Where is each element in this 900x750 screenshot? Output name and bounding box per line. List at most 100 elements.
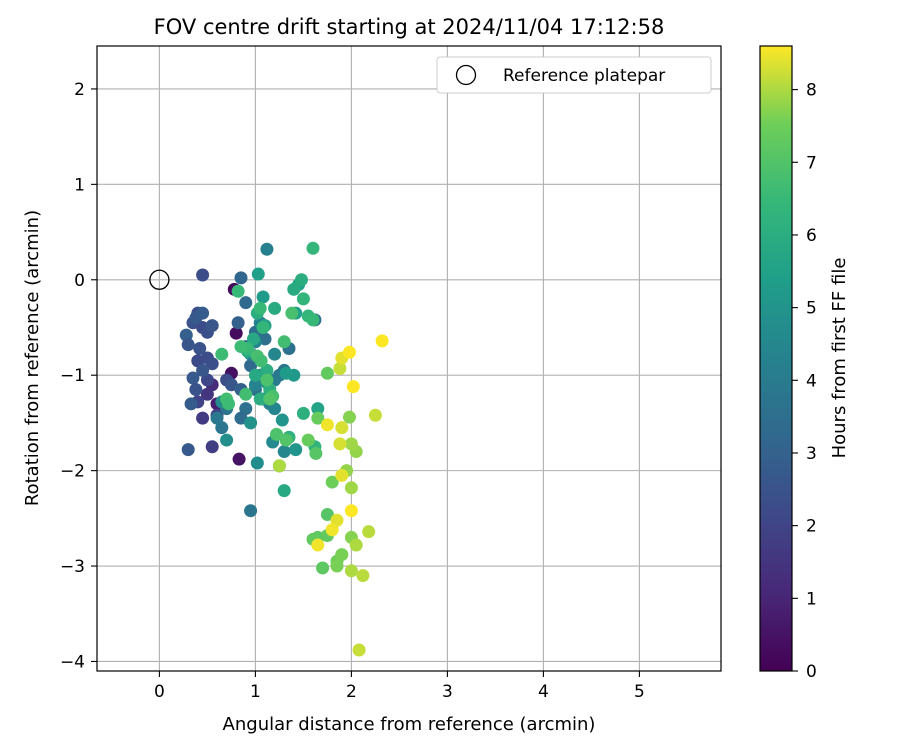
data-point [342, 410, 356, 424]
data-point [368, 408, 382, 422]
data-point [248, 368, 262, 382]
colorbar: 0 1 2 3 4 5 6 7 8 Hours from first FF file [759, 45, 850, 682]
data-point [231, 284, 245, 298]
colorbar-tick-label: 3 [806, 444, 817, 464]
data-point [205, 357, 219, 371]
data-point [196, 363, 210, 377]
data-point [193, 341, 207, 355]
data-point [344, 504, 358, 518]
data-point [320, 366, 334, 380]
y-tick-label: −4 [60, 652, 85, 672]
data-point [181, 338, 195, 352]
data-point [268, 301, 282, 315]
data-point [260, 363, 274, 377]
data-point [196, 306, 210, 320]
data-point [239, 296, 253, 310]
data-point [333, 437, 347, 451]
data-point [330, 559, 344, 573]
data-point [344, 481, 358, 495]
chart-title: FOV centre drift starting at 2024/11/04 … [154, 15, 665, 39]
legend-label: Reference platepar [503, 66, 665, 86]
data-point [234, 411, 248, 425]
colorbar-label: Hours from first FF file [829, 258, 850, 459]
data-point [184, 397, 198, 411]
data-point [253, 392, 267, 406]
x-axis: 0 1 2 3 4 5 [154, 671, 645, 702]
grid [97, 46, 721, 671]
data-point [277, 445, 291, 459]
y-tick-label: −2 [60, 462, 85, 482]
data-point [250, 456, 264, 470]
data-point [248, 378, 262, 392]
data-point [196, 411, 210, 425]
data-point [306, 313, 320, 327]
data-point [272, 459, 286, 473]
y-tick-label: −3 [60, 557, 85, 577]
data-point [335, 468, 349, 482]
colorbar-tick-label: 8 [806, 81, 817, 101]
y-tick-label: −1 [60, 366, 85, 386]
data-point [287, 282, 301, 296]
data-point [309, 446, 323, 460]
legend: Reference platepar [436, 56, 712, 94]
data-point [244, 416, 258, 430]
data-point [239, 387, 253, 401]
data-point [279, 433, 293, 447]
data-point [301, 433, 315, 447]
data-point [181, 443, 195, 457]
data-point [277, 484, 291, 498]
data-point [356, 569, 370, 583]
data-point [296, 406, 310, 420]
y-tick-label: 0 [74, 271, 85, 291]
data-point [275, 413, 289, 427]
data-point [335, 548, 349, 562]
x-tick-label: 1 [250, 682, 261, 702]
data-point [251, 267, 265, 281]
data-point [362, 525, 376, 539]
colorbar-tick-label: 7 [806, 153, 817, 173]
data-point [375, 334, 389, 348]
data-point [196, 268, 210, 282]
data-point [270, 427, 284, 441]
legend-marker-icon [455, 64, 477, 86]
x-tick-label: 5 [634, 682, 645, 702]
data-point [205, 440, 219, 454]
data-point [210, 411, 224, 425]
data-point [224, 378, 238, 392]
data-point [277, 335, 291, 349]
data-point [215, 347, 229, 361]
data-point [256, 320, 270, 334]
data-points [179, 241, 389, 657]
data-point [352, 643, 366, 657]
data-point [232, 452, 246, 466]
data-point [311, 411, 325, 425]
colorbar-ticks: 0 1 2 3 4 5 6 7 8 [792, 81, 817, 682]
x-tick-label: 4 [538, 682, 549, 702]
x-tick-label: 2 [346, 682, 357, 702]
data-point [263, 392, 277, 406]
data-point [311, 402, 325, 416]
data-point [320, 418, 334, 432]
data-point [260, 373, 274, 387]
data-point [289, 443, 303, 457]
data-point [316, 561, 330, 575]
y-axis-label: Rotation from reference (arcmin) [22, 210, 43, 506]
data-point [189, 383, 203, 397]
data-point [344, 437, 358, 451]
data-point [346, 380, 360, 394]
x-tick-label: 0 [154, 682, 165, 702]
data-point [285, 306, 299, 320]
colorbar-tick-label: 5 [806, 299, 817, 319]
data-point [205, 319, 219, 333]
data-point [349, 538, 363, 552]
y-axis: −4 −3 −2 −1 0 1 2 [60, 80, 97, 672]
x-tick-label: 3 [442, 682, 453, 702]
data-point [244, 504, 258, 518]
data-point [253, 301, 267, 315]
colorbar-tick-label: 0 [806, 662, 817, 682]
data-point [306, 241, 320, 255]
data-point [294, 273, 308, 287]
data-point [186, 371, 200, 385]
plot-area-frame [96, 45, 722, 672]
